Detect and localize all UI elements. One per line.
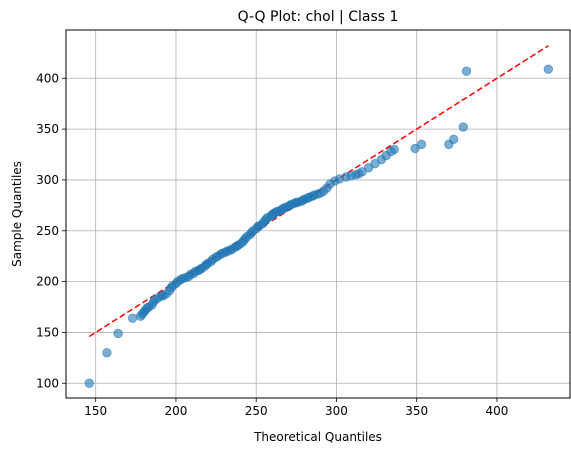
plot-area-frame <box>65 29 571 399</box>
y-tick-label: 200 <box>36 275 59 289</box>
y-tick-label: 250 <box>36 224 59 238</box>
x-tick-label: 150 <box>84 404 107 418</box>
x-tick-label: 350 <box>405 404 428 418</box>
data-point <box>102 348 112 358</box>
y-axis-label: Sample Quantiles <box>10 161 24 267</box>
data-point <box>448 134 459 144</box>
y-axis-ticks: 100 150 200 250 300 350 400 <box>36 71 66 390</box>
data-point <box>458 122 468 132</box>
data-point <box>84 378 94 388</box>
y-tick-label: 350 <box>36 122 59 136</box>
x-axis-ticks: 150 200 250 300 350 400 <box>84 398 508 418</box>
chart-title: Q-Q Plot: chol | Class 1 <box>238 9 399 25</box>
data-point <box>416 139 427 150</box>
y-tick-label: 150 <box>36 325 59 339</box>
y-tick-label: 100 <box>36 376 59 390</box>
x-tick-label: 250 <box>245 404 268 418</box>
data-point <box>113 328 123 339</box>
data-points <box>84 64 554 388</box>
y-tick-label: 400 <box>36 71 59 85</box>
data-point <box>461 66 472 76</box>
data-point <box>389 144 399 155</box>
data-point <box>543 64 554 74</box>
x-tick-label: 400 <box>486 404 509 418</box>
x-axis-label: Theoretical Quantiles <box>253 430 382 444</box>
y-tick-label: 300 <box>36 173 59 187</box>
data-point <box>127 313 138 323</box>
x-tick-label: 200 <box>164 404 187 418</box>
grid-lines <box>66 30 570 398</box>
x-tick-label: 300 <box>325 404 348 418</box>
